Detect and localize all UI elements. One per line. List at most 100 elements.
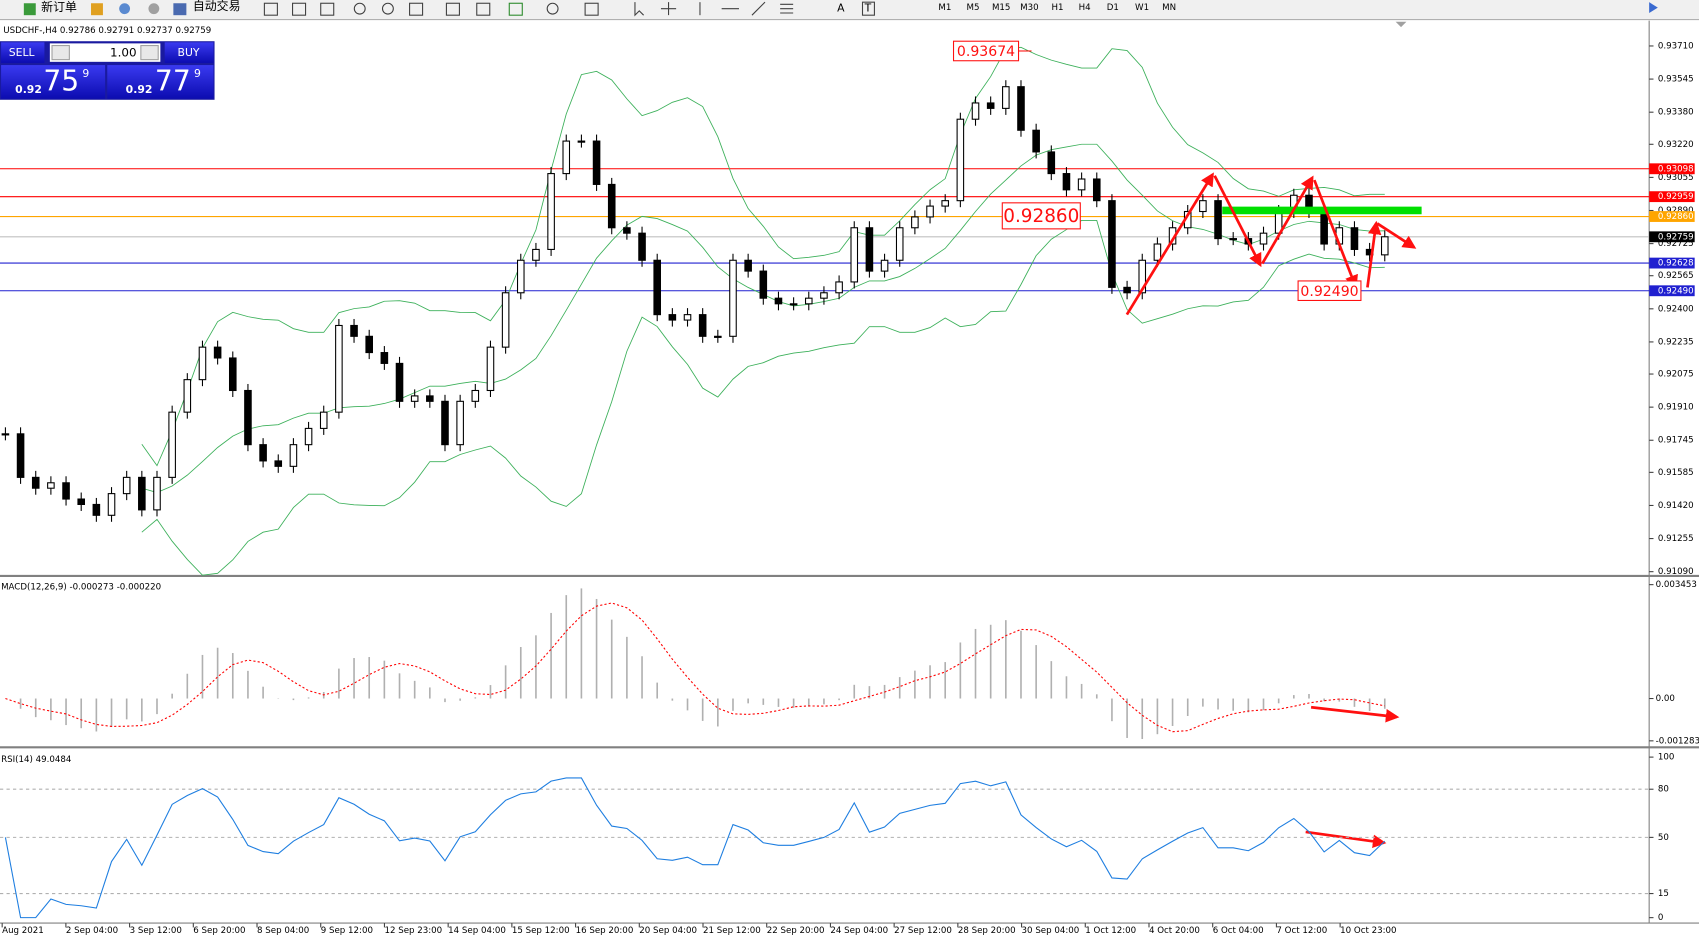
candle <box>501 292 510 348</box>
candle <box>380 352 389 364</box>
candle <box>1199 200 1207 213</box>
tool-icon[interactable] <box>409 2 424 16</box>
tool-icon[interactable] <box>546 2 559 15</box>
tool-icon[interactable] <box>381 2 394 15</box>
tool-icon[interactable] <box>148 3 160 15</box>
y-tick-label: 15 <box>1658 889 1669 899</box>
x-tick-label: 6 Sep 20:00 <box>193 926 245 935</box>
tool-label[interactable]: A <box>837 2 845 15</box>
y-tick-label: 0.92565 <box>1658 271 1694 281</box>
buy-button[interactable] <box>164 42 214 63</box>
candle <box>304 427 313 446</box>
x-tick-label: 21 Sep 12:00 <box>703 926 761 935</box>
lot-input[interactable] <box>49 43 161 62</box>
sell-price[interactable] <box>1 65 106 99</box>
tool-icon[interactable] <box>91 3 103 16</box>
y-tick-label: 0.91910 <box>1658 403 1694 413</box>
candle <box>456 400 464 446</box>
candle <box>62 482 70 500</box>
x-tick-label: 30 Sep 04:00 <box>1022 926 1080 935</box>
new-order-button[interactable]: 新订单 <box>41 0 77 14</box>
candle <box>1032 129 1040 153</box>
tool-icon[interactable] <box>119 3 131 15</box>
timeframe-button[interactable]: W1 <box>1135 3 1149 13</box>
candle <box>1108 200 1116 288</box>
y-tick-label: -0.001283 <box>1656 736 1699 746</box>
candle <box>895 227 904 261</box>
candle <box>77 498 85 505</box>
y-tick-label: 0.92400 <box>1658 304 1694 314</box>
candle <box>926 205 934 218</box>
y-tick-label: 0.93710 <box>1658 41 1694 51</box>
level-label: 0.92490 <box>1658 286 1694 296</box>
timeframe-button[interactable]: H1 <box>1052 3 1064 13</box>
annotation-box <box>1001 202 1081 230</box>
level-label: 0.93098 <box>1658 164 1694 174</box>
drawing-tools <box>263 1 875 17</box>
level-label: 0.92860 <box>1658 212 1694 222</box>
crosshair-tool[interactable] <box>660 2 677 16</box>
sell-price-big: 0.92 <box>15 83 42 96</box>
trendline-tool[interactable] <box>751 1 766 16</box>
tool-icon[interactable] <box>320 2 335 16</box>
x-tick-label: 20 Sep 04:00 <box>639 926 697 935</box>
candles <box>1 80 1389 522</box>
candle <box>350 324 358 337</box>
text-tool[interactable] <box>861 1 875 16</box>
candle <box>228 357 237 392</box>
chart-shift-marker <box>1395 21 1407 28</box>
auto-trading-button[interactable]: 自动交易 <box>193 0 241 13</box>
x-tick-label: 9 Sep 12:00 <box>321 926 373 935</box>
candle <box>880 259 889 272</box>
x-tick-label: 28 Sep 20:00 <box>958 926 1016 935</box>
tool-icon[interactable] <box>292 2 307 16</box>
timeframe-button[interactable]: M5 <box>967 3 980 13</box>
timeframe-button[interactable]: H4 <box>1079 3 1092 13</box>
arrow <box>1213 175 1262 268</box>
y-tick-label: 0.91090 <box>1658 567 1694 577</box>
candle <box>971 102 980 120</box>
buy-price[interactable] <box>107 65 214 99</box>
cursor-tool[interactable] <box>634 2 645 17</box>
candle <box>759 270 768 299</box>
candle <box>1 433 10 436</box>
lot-down[interactable] <box>51 45 70 61</box>
x-tick-label: 27 Sep 12:00 <box>894 926 952 935</box>
candle <box>471 389 480 402</box>
timeframe-button[interactable]: D1 <box>1107 3 1119 13</box>
lot-value[interactable]: 1.00 <box>110 46 137 60</box>
annotation: 0.92490 <box>1300 284 1358 300</box>
candle <box>274 460 283 467</box>
timeframe-button[interactable]: M30 <box>1020 3 1038 13</box>
lot-up[interactable] <box>140 45 159 61</box>
tool-icon[interactable] <box>263 2 278 16</box>
drawn-arrows <box>1125 172 1417 849</box>
y-tick-label: 0.92890 <box>1658 206 1694 216</box>
candle <box>835 281 843 294</box>
tool-icon[interactable] <box>508 2 523 16</box>
candle <box>653 259 661 316</box>
y-tick-label: 50 <box>1658 833 1669 843</box>
timeframe-button[interactable]: M1 <box>938 3 951 13</box>
candle <box>168 411 176 478</box>
tool-icon[interactable] <box>445 2 460 16</box>
sell-label[interactable]: SELL <box>9 46 35 59</box>
buy-label[interactable]: BUY <box>178 46 200 59</box>
tool-icon[interactable] <box>584 2 599 16</box>
candle <box>516 259 525 294</box>
one-click-trading: SELL 1.00 BUY 0.92 75 9 0.92 77 9 <box>0 41 215 100</box>
channel-tool[interactable] <box>780 3 794 14</box>
candle <box>1320 210 1328 245</box>
candle <box>638 232 646 261</box>
macd-label: MACD(12,26,9) -0.000273 -0.000220 <box>1 582 161 592</box>
candle <box>1214 200 1222 240</box>
tool-icon[interactable] <box>353 2 366 15</box>
timeframe-button[interactable]: M15 <box>992 3 1010 13</box>
auto-trading-icon[interactable] <box>173 3 187 16</box>
new-order-icon[interactable] <box>23 3 36 16</box>
timeframe-button[interactable]: MN <box>1162 3 1176 13</box>
search-icon[interactable] <box>1649 2 1658 14</box>
tool-icon[interactable] <box>476 2 491 16</box>
sell-button[interactable] <box>1 42 45 63</box>
tool-label[interactable]: T <box>864 2 872 15</box>
